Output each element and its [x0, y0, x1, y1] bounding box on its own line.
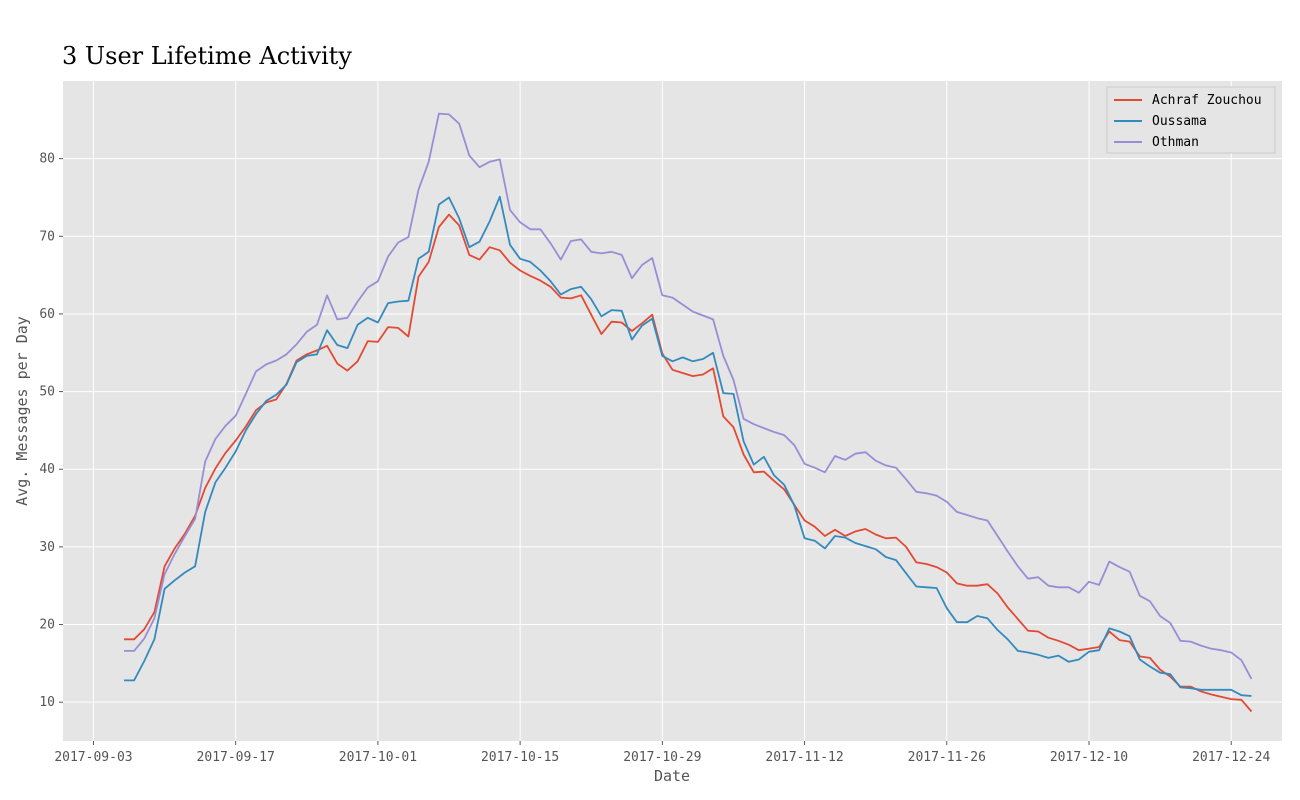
y-tick-label: 60	[39, 307, 55, 322]
x-tick-label: 2017-11-26	[908, 750, 986, 765]
y-tick-label: 70	[39, 229, 55, 244]
y-tick-label: 30	[39, 540, 55, 555]
x-axis-ticks: 2017-09-03 2017-09-17 2017-10-01 2017-10-15…	[54, 741, 1271, 765]
y-tick-label: 50	[39, 385, 55, 400]
x-tick-label: 2017-09-03	[54, 750, 132, 765]
chart-title: 3 User Lifetime Activity	[62, 42, 352, 70]
x-tick-label: 2017-11-12	[765, 750, 843, 765]
series-line-2	[124, 112, 1253, 680]
x-tick-label: 2017-09-17	[197, 750, 275, 765]
y-tick-label: 20	[39, 618, 55, 633]
plot-area	[63, 81, 1282, 741]
y-axis-ticks: 10 20 30 40 50 60 70 80	[39, 152, 63, 710]
x-tick-label: 2017-10-15	[481, 750, 559, 765]
series-line-0	[124, 213, 1253, 713]
y-tick-label: 40	[39, 462, 55, 477]
y-tick-label: 10	[39, 695, 55, 710]
legend-label: Othman	[1152, 135, 1199, 150]
y-axis-label: Avg. Messages per Day	[13, 316, 31, 506]
legend: Achraf Zouchou Oussama Othman	[1106, 86, 1276, 154]
x-tick-label: 2017-12-24	[1192, 750, 1270, 765]
x-tick-label: 2017-10-29	[623, 750, 701, 765]
x-tick-label: 2017-12-10	[1050, 750, 1128, 765]
x-axis-label: Date	[654, 767, 690, 785]
grid	[63, 81, 1282, 741]
y-tick-label: 80	[39, 152, 55, 167]
legend-label: Oussama	[1152, 114, 1207, 129]
series-line-1	[124, 195, 1252, 697]
series-lines	[124, 112, 1253, 713]
x-tick-label: 2017-10-01	[339, 750, 417, 765]
legend-label: Achraf Zouchou	[1152, 93, 1262, 108]
